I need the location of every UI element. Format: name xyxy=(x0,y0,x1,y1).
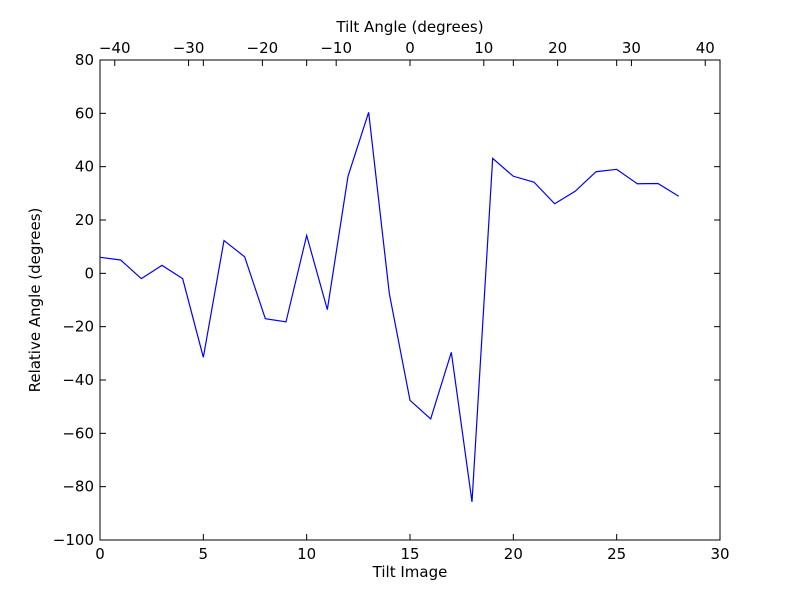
x-tick-label: 5 xyxy=(199,545,209,563)
y-tick-label: 20 xyxy=(75,211,94,229)
top-x-axis-label: Tilt Angle (degrees) xyxy=(335,18,483,36)
top-x-tick-label: 30 xyxy=(622,39,641,57)
x-tick-label: 20 xyxy=(504,545,523,563)
y-tick-label: −60 xyxy=(62,424,94,442)
x-tick-label: 15 xyxy=(400,545,419,563)
tick-marks xyxy=(99,59,721,541)
x-tick-label: 0 xyxy=(95,545,105,563)
y-tick-label: 40 xyxy=(75,158,94,176)
top-x-tick-label: 0 xyxy=(405,39,415,57)
top-x-tick-label: 40 xyxy=(696,39,715,57)
x-axis-label: Tilt Image xyxy=(372,563,448,581)
top-x-tick-label: 20 xyxy=(548,39,567,57)
top-x-tick-label: −30 xyxy=(173,39,205,57)
tick-labels: 0 5 10 15 20 25 30806040200−20−40−60−80−100−40… xyxy=(53,39,730,563)
y-axis-label: Relative Angle (degrees) xyxy=(26,208,44,393)
x-tick-label: 25 xyxy=(607,545,626,563)
y-tick-label: 60 xyxy=(75,104,94,122)
y-tick-label: −20 xyxy=(62,318,94,336)
top-x-tick-label: 10 xyxy=(474,39,493,57)
x-tick-label: 10 xyxy=(297,545,316,563)
y-tick-label: −100 xyxy=(53,531,94,549)
plot-frame xyxy=(99,59,721,541)
x-tick-label: 30 xyxy=(710,545,729,563)
y-tick-label: −40 xyxy=(62,371,94,389)
y-tick-label: 0 xyxy=(84,264,94,282)
y-tick-label: 80 xyxy=(75,51,94,69)
top-x-tick-label: −10 xyxy=(320,39,352,57)
top-x-tick-label: −40 xyxy=(99,39,131,57)
series-line xyxy=(99,112,679,502)
y-tick-label: −80 xyxy=(62,478,94,496)
top-x-tick-label: −20 xyxy=(247,39,279,57)
